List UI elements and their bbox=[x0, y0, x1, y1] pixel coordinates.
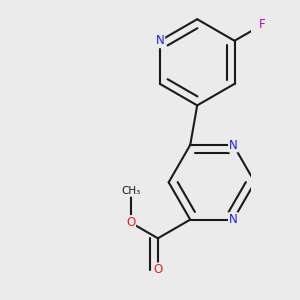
Text: N: N bbox=[229, 139, 238, 152]
Text: F: F bbox=[259, 19, 265, 32]
Text: N: N bbox=[155, 34, 164, 47]
Text: O: O bbox=[126, 216, 135, 229]
Text: O: O bbox=[153, 263, 163, 276]
Text: N: N bbox=[229, 213, 238, 226]
Text: CH₃: CH₃ bbox=[121, 186, 140, 196]
